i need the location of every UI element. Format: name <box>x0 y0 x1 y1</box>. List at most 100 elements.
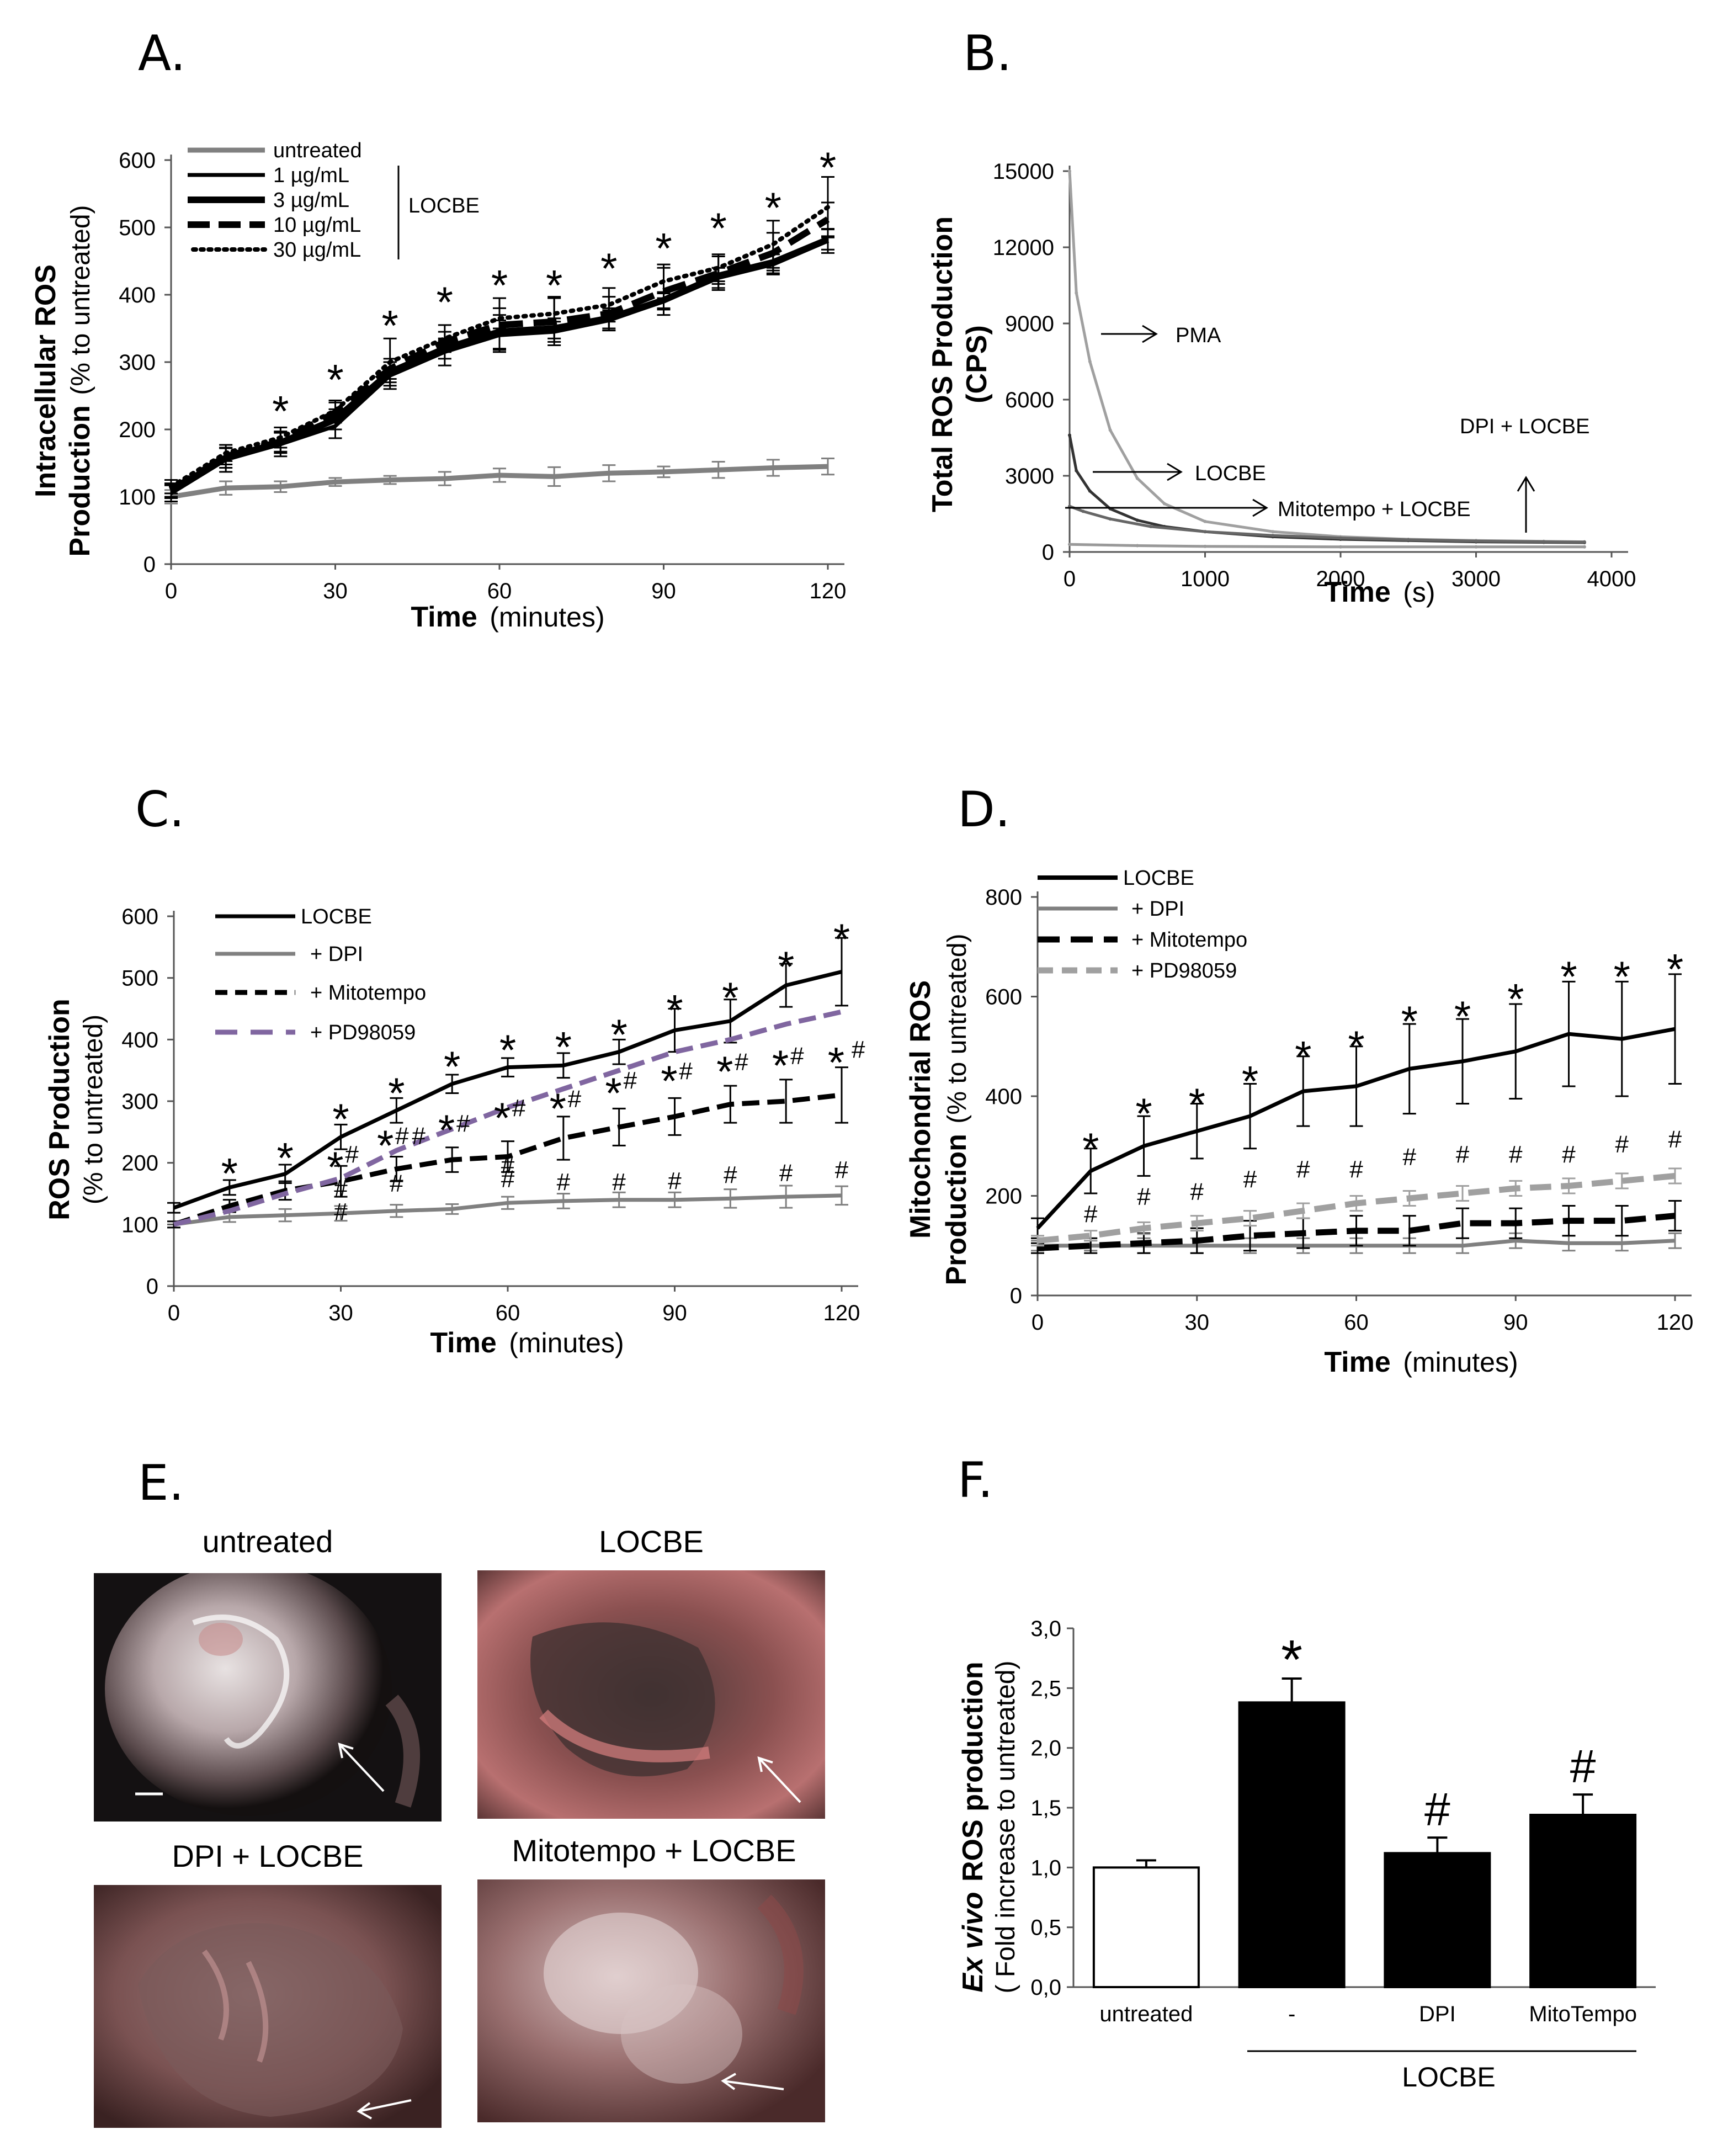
significance-star: * <box>546 261 562 310</box>
error-bar <box>1615 1172 1629 1189</box>
chart-c-xlabel: Time (minutes) <box>430 1327 624 1359</box>
y-tick-label: 15000 <box>993 160 1054 184</box>
y-tick-label: 0 <box>1010 1284 1022 1308</box>
significance-hash: # <box>679 1058 693 1085</box>
x-tick-label: 0 <box>1064 567 1076 591</box>
significance-star: * <box>655 224 672 272</box>
significance-star: * <box>327 355 343 403</box>
significance-hash: # <box>390 1170 403 1197</box>
significance-hash: # <box>456 1110 470 1137</box>
chart-b-xlabel: Time (s) <box>1324 576 1435 608</box>
data-point <box>1271 534 1275 538</box>
chart-d-ylabel-line1: Mitochondrial ROS <box>905 980 937 1239</box>
chart-c-ylabel-line1: ROS Production <box>44 999 76 1220</box>
chart-a-ylabel-line1: Intracellular ROS <box>30 264 62 497</box>
significance-hash: # <box>724 1161 737 1188</box>
legend-a-3ug: 3 µg/mL <box>273 189 349 212</box>
y-tick-label: 1,5 <box>1030 1796 1061 1820</box>
y-tick-label: 100 <box>121 1213 158 1237</box>
significance-star: * <box>661 1056 677 1105</box>
data-point <box>1075 291 1078 295</box>
legend-d-pd98059: + PD98059 <box>1131 959 1237 983</box>
data-point <box>1203 530 1207 534</box>
significance-hash: # <box>1424 1783 1450 1835</box>
error-bar <box>1031 1235 1044 1247</box>
y-tick-label: 500 <box>121 967 158 991</box>
series-line-2 <box>1037 1213 1676 1251</box>
error-bar <box>1668 973 1682 1085</box>
chart-c-ylabel-line2: (% to untreated) <box>79 1015 108 1204</box>
x-tick-label: 1000 <box>1181 567 1230 591</box>
panel-letter-c: C. <box>135 781 185 838</box>
significance-hash: # <box>1562 1141 1576 1168</box>
data-point <box>1081 509 1085 513</box>
significance-star: * <box>605 1069 621 1117</box>
significance-star: * <box>1507 974 1524 1023</box>
significance-hash: # <box>835 1156 849 1183</box>
chart-f-ex-vivo-ros: 0,0 0,5 1,0 1,5 2,0 2,5 3,0 untreated * - # DPI # Mit… <box>957 1617 1656 2093</box>
significance-hash: # <box>501 1166 515 1193</box>
chart-b-arrow-labels <box>1065 325 1535 533</box>
y-tick-label: 1,0 <box>1030 1856 1061 1880</box>
significance-star: * <box>828 1038 844 1086</box>
significance-hash: # <box>412 1122 426 1149</box>
significance-hash: # <box>568 1085 582 1112</box>
significance-hash: # <box>557 1169 571 1196</box>
chart-b-total-ros: 0 3000 6000 9000 12000 15000 0 1000 2000 3000 4000… <box>927 160 1636 608</box>
chart-b-label-mitotempo: Mitotempo + LOCBE <box>1278 498 1471 521</box>
significance-star: * <box>388 1069 405 1117</box>
significance-star: * <box>820 143 836 192</box>
data-point <box>1088 489 1092 493</box>
error-bar <box>1243 1210 1257 1227</box>
bar-2 <box>1384 1852 1491 1989</box>
significance-hash: # <box>1403 1143 1417 1170</box>
x-tick-label: 0 <box>1032 1310 1044 1335</box>
legend-c-mitotempo: + Mitotempo <box>310 981 426 1005</box>
x-tick-label: 90 <box>662 1301 687 1325</box>
significance-star: * <box>555 1022 572 1071</box>
significance-star: * <box>765 183 781 232</box>
chart-d-ylabel-line2: Production (% to untreated) <box>940 933 972 1285</box>
significance-star: * <box>277 1133 293 1182</box>
chart-b-label-pma: PMA <box>1176 324 1221 347</box>
x-tick-label: 120 <box>810 579 847 603</box>
data-point <box>1203 544 1207 548</box>
significance-star: * <box>1454 992 1471 1040</box>
significance-star: * <box>716 1047 733 1096</box>
significance-hash: # <box>1349 1156 1363 1183</box>
y-tick-label: 3000 <box>1005 464 1054 488</box>
significance-hash: # <box>1509 1141 1523 1168</box>
micrograph-dpi-locbe <box>94 1885 442 2128</box>
chart-b-label-dpi: DPI + LOCBE <box>1460 415 1589 438</box>
micrograph-mitotempo-locbe <box>477 1879 825 2122</box>
y-tick-label: 0,5 <box>1030 1916 1061 1940</box>
data-point <box>1068 543 1071 546</box>
y-tick-label: 0 <box>146 1275 158 1299</box>
significance-star: * <box>1189 1079 1205 1128</box>
micrograph-title-mitotempo-locbe: Mitotempo + LOCBE <box>512 1833 796 1868</box>
y-tick-label: 400 <box>119 283 156 307</box>
legend-c-pd98059: + PD98059 <box>310 1021 416 1044</box>
data-point <box>1108 517 1112 521</box>
data-point <box>1474 539 1478 543</box>
significance-star: * <box>772 1041 789 1090</box>
x-tick-label: 4000 <box>1587 567 1636 591</box>
significance-hash: # <box>790 1042 804 1069</box>
y-tick-label: 600 <box>121 905 158 929</box>
data-point <box>1149 525 1153 528</box>
error-bar <box>1282 1677 1302 1703</box>
series-line-0 <box>171 464 828 500</box>
significance-star: * <box>1281 1629 1302 1691</box>
y-tick-label: 400 <box>121 1028 158 1052</box>
x-tick-label: 0 <box>168 1301 180 1325</box>
significance-star: * <box>1560 952 1577 1001</box>
series-line-0 <box>1068 171 1585 544</box>
error-bar <box>835 1066 848 1124</box>
x-tick-label: 120 <box>1657 1310 1694 1335</box>
data-point <box>1271 530 1275 534</box>
significance-star: * <box>1242 1056 1258 1105</box>
x-tick-label: 90 <box>1503 1310 1528 1335</box>
legend-d-dpi: + DPI <box>1131 898 1184 921</box>
chart-f-ylabel-line2: ( Fold increase to untreated) <box>991 1661 1020 1994</box>
significance-hash: # <box>852 1036 865 1063</box>
